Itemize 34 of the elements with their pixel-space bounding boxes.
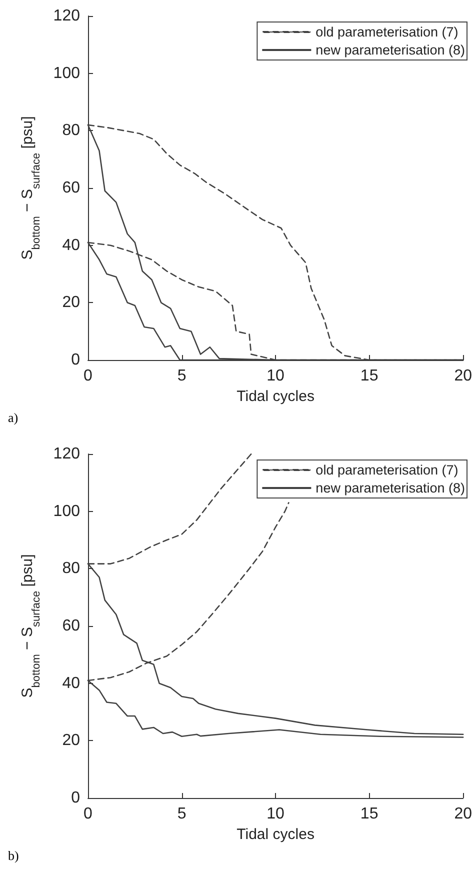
y-tick-label: 20	[62, 732, 80, 750]
x-tick-label: 0	[84, 806, 93, 822]
x-tick-label: 10	[266, 368, 285, 384]
y-tick-label: 120	[53, 446, 80, 462]
x-tick-label: 10	[266, 806, 285, 822]
legend-label: new parameterisation (8)	[316, 480, 466, 496]
x-tick-label: 0	[84, 368, 93, 384]
y-tick-label: 20	[62, 294, 80, 312]
x-tick-label: 15	[360, 368, 378, 384]
y-tick-label: 40	[62, 674, 80, 692]
x-axis-title: Tidal cycles	[236, 826, 314, 843]
x-tick-label: 20	[454, 368, 472, 384]
legend-label: old parameterisation (7)	[316, 462, 458, 478]
y-tick-label: 0	[71, 790, 80, 806]
legend-label: new parameterisation (8)	[316, 42, 466, 58]
x-tick-label: 5	[177, 806, 186, 822]
text: a)	[8, 410, 18, 425]
y-tick-label: 0	[71, 352, 80, 368]
legend-label: old parameterisation (7)	[316, 24, 458, 40]
y-tick-label: 80	[62, 122, 80, 140]
y-tick-label: 40	[62, 236, 80, 254]
y-tick-label: 100	[53, 64, 80, 82]
y-tick-label: 120	[53, 8, 80, 24]
x-axis-title: Tidal cycles	[236, 388, 314, 405]
y-tick-label: 60	[62, 618, 80, 634]
x-tick-label: 20	[454, 806, 472, 822]
text: b)	[8, 848, 19, 863]
y-tick-label: 100	[53, 502, 80, 520]
y-tick-label: 60	[62, 180, 80, 196]
y-tick-label: 80	[62, 560, 80, 578]
x-tick-label: 15	[360, 806, 378, 822]
y-axis-title: Sbottom − Ssurface [psu]	[19, 554, 42, 698]
x-tick-label: 5	[177, 368, 186, 384]
y-axis-title: Sbottom − Ssurface [psu]	[19, 116, 42, 260]
